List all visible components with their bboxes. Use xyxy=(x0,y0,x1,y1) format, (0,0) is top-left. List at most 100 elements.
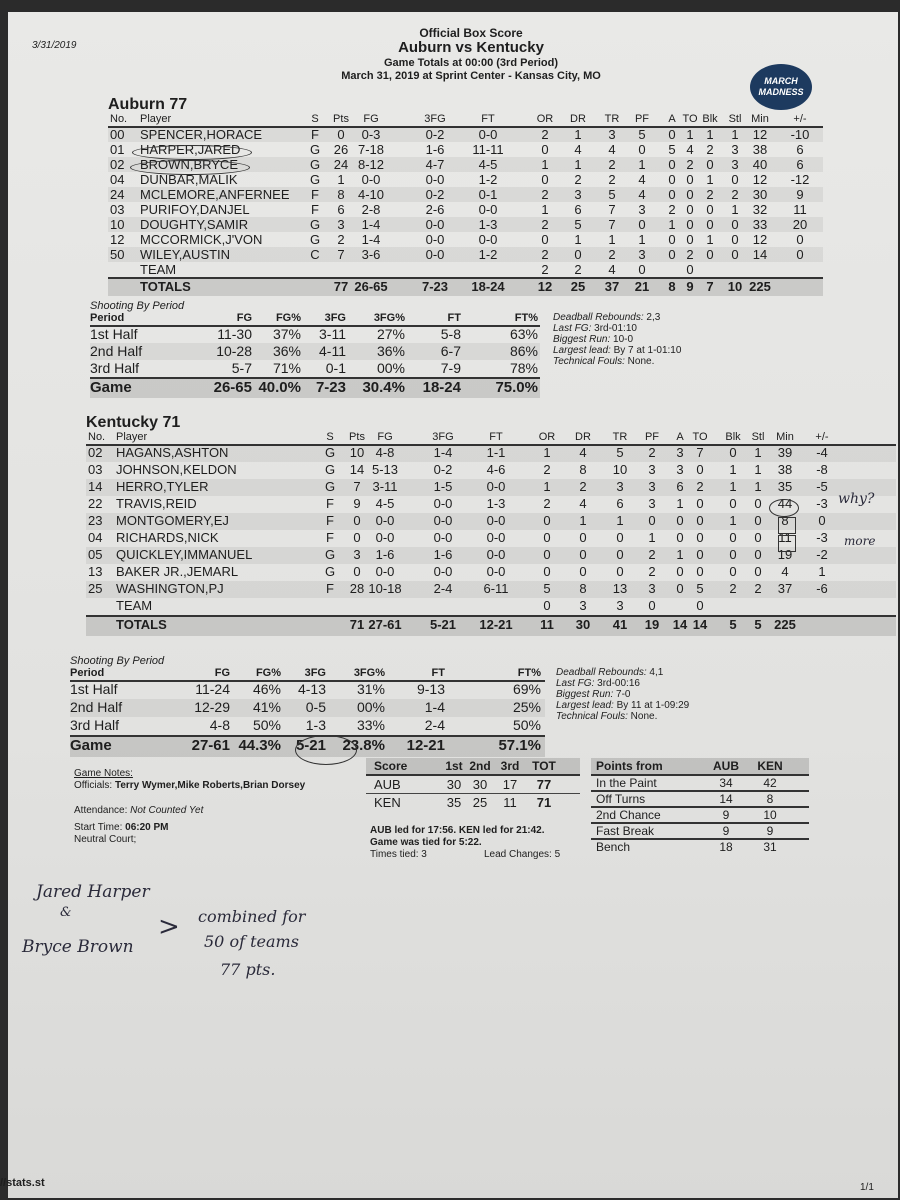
column-header: FT xyxy=(489,431,503,443)
hand-bracket: > xyxy=(158,912,180,942)
stat-cell: 0 xyxy=(754,530,762,545)
stat-cell: -10 xyxy=(790,127,810,142)
column-header: TO xyxy=(682,113,698,125)
stat-cell: 0 xyxy=(638,262,646,277)
column-header: A xyxy=(668,113,676,125)
stat-cell: 0 xyxy=(696,530,704,545)
stat-cell: 24 xyxy=(333,157,349,172)
circle-mark xyxy=(130,160,250,175)
stat-cell: F xyxy=(311,187,319,202)
points-cell: In the Paint xyxy=(596,776,657,790)
stat-cell: 0 xyxy=(543,530,551,545)
shooting-cell: 1-4 xyxy=(424,699,445,715)
player-name: TEAM xyxy=(116,598,153,613)
footer-url: //stats.st xyxy=(0,1177,45,1189)
game-cell: 44.3% xyxy=(238,737,281,754)
player-name: DUNBAR,MALIK xyxy=(140,172,238,187)
game-band xyxy=(90,379,540,398)
stat-cell: 0-0 xyxy=(425,247,445,262)
shooting-cell: 27% xyxy=(376,326,405,342)
score-header: 1st xyxy=(445,759,463,773)
points-header: KEN xyxy=(757,759,783,773)
stat-cell: 1 xyxy=(648,530,656,545)
note-value: By 7 at 1-01:10 xyxy=(610,345,682,356)
column-header: FT xyxy=(481,113,495,125)
stat-cell: 0 xyxy=(676,581,684,596)
note-value: None. xyxy=(627,711,658,722)
stat-cell: 1 xyxy=(818,564,826,579)
stat-cell: 2 xyxy=(696,479,704,494)
stat-cell: 0 xyxy=(729,564,737,579)
column-header: DR xyxy=(570,113,586,125)
stat-cell: 7 xyxy=(337,247,345,262)
player-name: DOUGHTY,SAMIR xyxy=(140,217,249,232)
points-header: Points from xyxy=(596,759,663,773)
stat-cell: 3 xyxy=(648,462,656,477)
stat-cell: 0 xyxy=(696,462,704,477)
column-header: 3FG xyxy=(432,431,454,443)
player-name: WILEY,AUSTIN xyxy=(140,247,231,262)
stat-cell: 37 xyxy=(777,581,793,596)
header-rule xyxy=(86,444,896,446)
stat-cell: 4 xyxy=(686,142,694,157)
stat-cell: 3 xyxy=(616,479,624,494)
stat-cell: 0 xyxy=(676,530,684,545)
game-cell: Game xyxy=(90,379,132,396)
stat-cell: 6 xyxy=(574,202,582,217)
score-header: 3rd xyxy=(500,759,520,773)
ken-score-cell: KEN xyxy=(374,795,401,810)
shooting-cell: 41% xyxy=(252,699,281,715)
stat-cell: 0-0 xyxy=(486,513,506,528)
matchup-title: Auburn vs Kentucky xyxy=(398,39,544,56)
stat-cell: 2 xyxy=(648,445,656,460)
points-cell: 2nd Chance xyxy=(596,808,661,822)
shooting-cell: 50% xyxy=(512,717,541,733)
shooting-header: FG% xyxy=(255,667,281,679)
stat-cell: 5 xyxy=(638,127,646,142)
start-time-label: Start Time: xyxy=(74,822,123,833)
stat-cell: 1 xyxy=(543,479,551,494)
row-band xyxy=(86,581,896,598)
lead-time: AUB led for 17:56. KEN led for 21:42. xyxy=(370,825,545,836)
stat-cell: 2 xyxy=(543,496,551,511)
shooting-cell: 4-8 xyxy=(209,717,230,733)
note-value: 4,1 xyxy=(646,667,664,678)
shooting-cell: 1st Half xyxy=(70,681,118,697)
stat-cell: 0 xyxy=(616,530,624,545)
stat-cell: 0 xyxy=(706,157,714,172)
player-name: WASHINGTON,PJ xyxy=(116,581,224,596)
shooting-cell: 33% xyxy=(356,717,385,733)
stat-cell: 1 xyxy=(676,496,684,511)
stat-cell: C xyxy=(310,247,320,262)
stat-cell: 0 xyxy=(676,513,684,528)
stat-cell: 0 xyxy=(574,247,582,262)
column-header: Blk xyxy=(702,113,718,125)
totals-cell: 12 xyxy=(537,279,553,294)
totals-band xyxy=(108,279,823,296)
stat-cell: 3 xyxy=(648,479,656,494)
stat-cell: 32 xyxy=(752,202,768,217)
column-header: OR xyxy=(536,113,554,125)
stat-cell: 3 xyxy=(676,462,684,477)
shooting-note: Technical Fouls: None. xyxy=(556,711,657,722)
stat-cell: 40 xyxy=(752,157,768,172)
shooting-note: Technical Fouls: None. xyxy=(553,356,654,367)
stat-cell: 0 xyxy=(686,232,694,247)
stat-cell: 0-0 xyxy=(486,479,506,494)
stat-cell: 0 xyxy=(696,564,704,579)
totals-cell: 14 xyxy=(692,617,708,632)
shooting-note: Deadball Rebounds: 4,1 xyxy=(556,667,663,678)
totals-cell: 19 xyxy=(644,617,660,632)
stat-cell: 2 xyxy=(541,127,549,142)
circle-mark xyxy=(769,499,799,517)
box-mark xyxy=(778,517,796,534)
shooting-title: Shooting By Period xyxy=(70,655,165,667)
column-header: Stl xyxy=(751,431,765,443)
stat-cell: 00 xyxy=(110,127,125,142)
stat-cell: 0 xyxy=(668,127,676,142)
shooting-note: Largest lead: By 11 at 1-09:29 xyxy=(556,700,689,711)
stat-cell: 28 xyxy=(349,581,365,596)
stat-cell: -6 xyxy=(816,581,828,596)
stat-cell: 7 xyxy=(608,217,616,232)
row-band xyxy=(108,217,823,232)
